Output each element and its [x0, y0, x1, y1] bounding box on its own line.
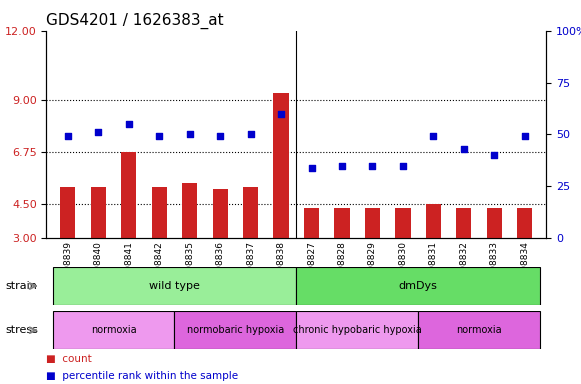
Bar [91, 187, 106, 238]
Bar [365, 208, 380, 238]
Text: GDS4201 / 1626383_at: GDS4201 / 1626383_at [46, 13, 224, 29]
Point [155, 133, 164, 139]
Point [277, 111, 286, 117]
Point [216, 133, 225, 139]
Bar [182, 183, 198, 238]
Bar [174, 311, 296, 349]
Point [490, 152, 499, 158]
Bar [335, 208, 350, 238]
Text: stress: stress [6, 325, 39, 335]
Point [368, 162, 377, 169]
Bar [152, 187, 167, 238]
Point [399, 162, 408, 169]
Bar [418, 311, 540, 349]
Text: wild type: wild type [149, 281, 200, 291]
Point [124, 121, 134, 127]
Bar [487, 208, 502, 238]
Text: dmDys: dmDys [399, 281, 437, 291]
Bar [52, 311, 174, 349]
Bar [121, 152, 137, 238]
Point [459, 146, 468, 152]
Point [307, 164, 316, 170]
Point [429, 133, 438, 139]
Bar [60, 187, 76, 238]
Text: strain: strain [6, 281, 38, 291]
Bar [296, 267, 540, 305]
Bar [52, 267, 296, 305]
Text: normobaric hypoxia: normobaric hypoxia [187, 325, 284, 335]
Bar [456, 208, 472, 238]
Point [338, 162, 347, 169]
Bar [296, 311, 418, 349]
Text: ■  count: ■ count [46, 354, 92, 364]
Bar [304, 208, 319, 238]
Text: chronic hypobaric hypoxia: chronic hypobaric hypoxia [293, 325, 422, 335]
Text: ■  percentile rank within the sample: ■ percentile rank within the sample [46, 371, 239, 381]
Bar [395, 208, 411, 238]
Point [94, 129, 103, 136]
Bar [517, 208, 532, 238]
Point [185, 131, 194, 137]
Text: normoxia: normoxia [91, 325, 137, 335]
Bar [426, 204, 441, 238]
Point [520, 133, 529, 139]
Point [246, 131, 255, 137]
Bar [243, 187, 258, 238]
Text: normoxia: normoxia [456, 325, 502, 335]
Bar [213, 189, 228, 238]
Point [63, 133, 73, 139]
Bar [274, 93, 289, 238]
